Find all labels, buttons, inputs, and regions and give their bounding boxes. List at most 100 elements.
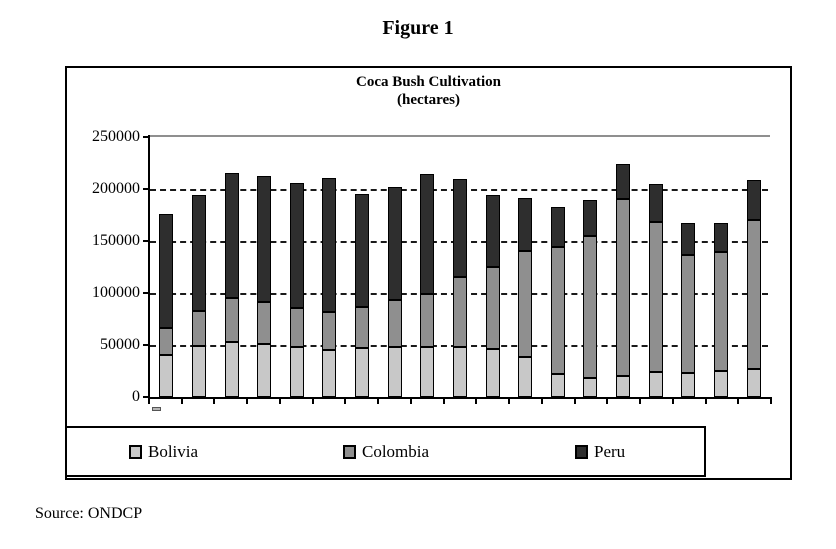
bar-12-segment-peru	[518, 198, 533, 251]
bar-15	[607, 137, 640, 397]
bar-3-segment-bolivia	[224, 342, 239, 397]
y-axis-label-200000: 200000	[92, 180, 140, 197]
bar-4-segment-peru	[257, 176, 272, 302]
bar-2	[183, 137, 216, 397]
bar-10-segment-bolivia	[452, 347, 467, 397]
x-axis-tick-1	[181, 399, 183, 404]
bar-11-segment-peru	[485, 195, 500, 267]
x-axis-tick-3	[246, 399, 248, 404]
bar-2-segment-peru	[191, 195, 206, 311]
bar-9-segment-peru	[420, 174, 435, 294]
x-axis-tick-2	[213, 399, 215, 404]
y-axis-tick-200000	[143, 188, 148, 190]
bar-12-segment-colombia	[518, 251, 533, 357]
y-axis-label-250000: 250000	[92, 128, 140, 145]
y-axis-label-0: 0	[132, 388, 140, 405]
bar-7	[346, 137, 379, 397]
x-axis-tick-7	[377, 399, 379, 404]
x-axis	[148, 397, 772, 399]
y-axis-tick-150000	[143, 240, 148, 242]
legend: Bolivia Colombia Peru	[65, 426, 706, 477]
bar-14-segment-bolivia	[583, 378, 598, 397]
bar-16-segment-bolivia	[648, 372, 663, 397]
bar-3-segment-colombia	[224, 298, 239, 342]
bar-16-segment-peru	[648, 184, 663, 222]
bar-19	[737, 137, 770, 397]
bar-16-segment-colombia	[648, 222, 663, 372]
y-axis-label-100000: 100000	[92, 284, 140, 301]
bar-13-segment-bolivia	[550, 374, 565, 397]
bar-6-segment-bolivia	[322, 350, 337, 397]
bar-6-segment-peru	[322, 178, 337, 312]
bar-12-segment-bolivia	[518, 357, 533, 397]
bar-8-segment-peru	[387, 187, 402, 300]
bar-19-segment-colombia	[746, 220, 761, 369]
bar-17-segment-peru	[681, 223, 696, 255]
bar-4-segment-colombia	[257, 302, 272, 344]
x-axis-tick-0	[148, 399, 150, 404]
bar-18-segment-peru	[713, 223, 728, 252]
bar-2-segment-colombia	[191, 311, 206, 346]
legend-item-colombia: Colombia	[343, 442, 429, 462]
bar-9-segment-colombia	[420, 294, 435, 347]
y-axis-label-150000: 150000	[92, 232, 140, 249]
bar-8-segment-bolivia	[387, 347, 402, 397]
x-axis-tick-12	[541, 399, 543, 404]
legend-swatch-colombia	[343, 444, 356, 459]
bar-15-segment-colombia	[616, 199, 631, 376]
x-axis-tick-15	[639, 399, 641, 404]
bar-10-segment-colombia	[452, 277, 467, 347]
bar-15-segment-peru	[616, 164, 631, 199]
bar-10-segment-peru	[452, 179, 467, 277]
chart-subtitle: (hectares)	[396, 92, 461, 108]
bar-4	[248, 137, 281, 397]
bar-6-segment-colombia	[322, 312, 337, 350]
bar-5	[281, 137, 314, 397]
y-axis-tick-0	[143, 396, 148, 398]
x-axis-tick-10	[475, 399, 477, 404]
bar-5-segment-colombia	[289, 308, 304, 347]
legend-item-bolivia: Bolivia	[129, 442, 198, 462]
chart-title: Coca Bush Cultivation	[355, 74, 502, 90]
bar-7-segment-peru	[355, 194, 370, 307]
bar-7-segment-bolivia	[355, 348, 370, 397]
x-axis-tick-16	[672, 399, 674, 404]
legend-label-colombia: Colombia	[362, 441, 430, 461]
x-axis-tick-5	[312, 399, 314, 404]
x-axis-tick-19	[770, 399, 772, 404]
bar-13	[542, 137, 575, 397]
bar-18-segment-bolivia	[713, 371, 728, 397]
x-axis-stray-mark	[152, 407, 161, 411]
bar-1-segment-peru	[159, 214, 174, 328]
bar-6	[313, 137, 346, 397]
bar-8-segment-colombia	[387, 300, 402, 347]
bar-5-segment-peru	[289, 183, 304, 308]
x-axis-tick-11	[508, 399, 510, 404]
y-axis	[148, 135, 150, 399]
bar-17-segment-colombia	[681, 255, 696, 373]
bar-19-segment-bolivia	[746, 369, 761, 397]
legend-item-peru: Peru	[575, 442, 625, 462]
bar-13-segment-colombia	[550, 247, 565, 374]
x-axis-tick-4	[279, 399, 281, 404]
y-axis-label-50000: 50000	[100, 336, 140, 353]
bar-12	[509, 137, 542, 397]
bar-16	[639, 137, 672, 397]
bar-9-segment-bolivia	[420, 347, 435, 397]
bar-10	[444, 137, 477, 397]
bar-3	[215, 137, 248, 397]
bar-11-segment-bolivia	[485, 349, 500, 397]
bar-15-segment-bolivia	[616, 376, 631, 397]
legend-swatch-bolivia	[129, 444, 142, 459]
bar-7-segment-colombia	[355, 307, 370, 348]
bar-14	[574, 137, 607, 397]
figure-title: Figure 1	[382, 17, 454, 39]
bar-4-segment-bolivia	[257, 344, 272, 397]
bar-19-segment-peru	[746, 180, 761, 220]
source-note: Source: ONDCP	[35, 505, 143, 522]
bar-1	[150, 137, 183, 397]
x-axis-tick-8	[410, 399, 412, 404]
bar-17	[672, 137, 705, 397]
bar-9	[411, 137, 444, 397]
